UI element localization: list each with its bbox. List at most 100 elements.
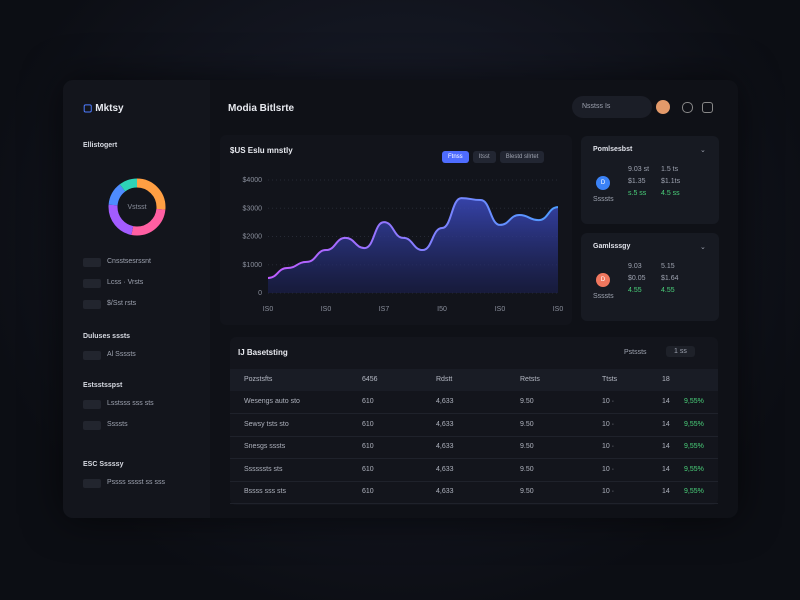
sidebar	[63, 80, 210, 518]
x-tick-label: IS0	[553, 306, 564, 313]
table-cell: 610	[362, 420, 374, 428]
x-tick-label: I50	[437, 306, 447, 313]
section-title: Ellistogert	[83, 142, 118, 149]
table-cell: 610	[362, 398, 374, 405]
table-cell: 610	[362, 465, 374, 473]
table-cell: 10 ·	[602, 443, 615, 450]
nav-item: Lcss · Vrsts	[107, 279, 144, 286]
y-tick-label: $4000	[243, 177, 263, 184]
table-cell: 9,55%	[684, 420, 704, 428]
column-header: 18	[662, 376, 670, 383]
chevron: ⌄	[700, 147, 706, 154]
y-tick-label: 0	[258, 290, 262, 297]
table-cell: 9,55%	[684, 488, 704, 495]
x-tick-label: IS0	[263, 306, 274, 313]
table-cell: 14	[662, 488, 670, 495]
table-cell: Snesgs sssts	[244, 443, 286, 450]
chart-title: $US Eslu mnstly	[230, 146, 293, 155]
search-box[interactable]: Nsstss Is	[572, 96, 652, 118]
nav-item: Lsstsss sss sts	[107, 400, 154, 407]
x-tick-label: IS0	[321, 306, 332, 313]
table-button[interactable]: 1 ss	[666, 346, 695, 357]
card-value: 4.5 ss	[661, 190, 680, 197]
section-title: ESC Sssssy	[83, 461, 124, 468]
card-value: 9.03 st	[628, 166, 650, 173]
table-card	[230, 337, 718, 505]
card-caption: Ssssts	[593, 293, 614, 300]
nav-icon	[83, 479, 101, 488]
table-filter[interactable]: Pstssts	[624, 349, 647, 356]
column-header: 6456	[362, 376, 378, 383]
icon[interactable]	[702, 102, 713, 113]
table-header	[230, 369, 718, 391]
table-cell: 9.50	[520, 443, 534, 450]
card-title: Gamlsssgy	[593, 243, 631, 250]
card-value: $1.35	[628, 178, 646, 185]
logo: ▢ Mktsy	[83, 103, 124, 114]
donut: Vstsst	[108, 178, 166, 236]
table-cell: 9,55%	[684, 443, 704, 450]
avatar[interactable]	[656, 100, 670, 114]
tab[interactable]: Ftnss	[442, 151, 469, 163]
table-cell: 9.50	[520, 398, 534, 405]
table-cell: 610	[362, 443, 374, 450]
table-cell: 610	[362, 488, 374, 495]
table-cell: 10 ·	[602, 465, 615, 473]
tab[interactable]: Itsst	[472, 151, 496, 163]
table-cell: 9,55%	[684, 398, 704, 405]
card-value: $1.1ts	[661, 178, 681, 185]
table-cell: 10 ·	[602, 488, 615, 495]
column-header: Ttsts	[602, 376, 618, 383]
donut-label: Vstsst	[127, 204, 146, 211]
card-icon: D	[596, 273, 610, 287]
table-cell: 9.50	[520, 488, 534, 495]
card-icon: D	[596, 176, 610, 190]
card-value: 4.55	[661, 287, 675, 294]
table-cell: Bssss sss sts	[244, 488, 287, 495]
table-cell: 4,633	[436, 465, 454, 473]
logo-text: Mktsy	[95, 103, 124, 114]
nav-item: Ssssts	[107, 421, 128, 428]
table-cell: 9.50	[520, 420, 534, 428]
column-header: Rdstt	[436, 376, 453, 383]
card-title: Pomlsesbst	[593, 146, 633, 153]
table-cell: 14	[662, 465, 670, 473]
table-cell: 10 ·	[602, 420, 615, 428]
nav-icon	[83, 400, 101, 409]
nav-icon	[83, 279, 101, 288]
nav-icon	[83, 421, 101, 430]
icon[interactable]	[682, 102, 693, 113]
column-header: Pozstsfts	[244, 376, 273, 383]
table-cell: Sewsy tsts sto	[244, 420, 289, 428]
column-header: Retsts	[520, 376, 540, 383]
y-tick-label: $2000	[243, 234, 263, 241]
nav-icon	[83, 300, 101, 309]
chevron: ⌄	[700, 244, 706, 251]
x-tick-label: IS7	[379, 306, 390, 313]
table-cell: 4,633	[436, 488, 454, 495]
row-divider	[230, 480, 718, 482]
nav-icon	[83, 351, 101, 360]
card-value: 1.5 ts	[661, 166, 679, 173]
row-divider	[230, 435, 718, 437]
table-cell: 14	[662, 443, 670, 450]
table-cell: 14	[662, 420, 670, 428]
card-caption: Ssssts	[593, 196, 614, 203]
table-cell: 9.50	[520, 465, 534, 473]
tab[interactable]: Blestd sllrtet	[499, 151, 545, 163]
table-cell: Ssssssts sts	[244, 465, 283, 473]
tabs: Ftnss Itsst Blestd sllrtet	[438, 145, 545, 163]
nav-item: Pssss sssst ss sss	[107, 479, 165, 486]
table-title: IJ Basetsting	[238, 348, 288, 357]
row-divider	[230, 458, 718, 459]
row-divider	[230, 503, 718, 504]
card-value: $1.64	[661, 275, 679, 282]
section-title: Estsstsspst	[83, 382, 123, 389]
row-divider	[230, 413, 718, 414]
line	[267, 197, 559, 280]
card-value: 9.03	[628, 263, 642, 270]
x-tick-label: IS0	[495, 306, 506, 313]
y-tick-label: $1000	[243, 262, 263, 269]
